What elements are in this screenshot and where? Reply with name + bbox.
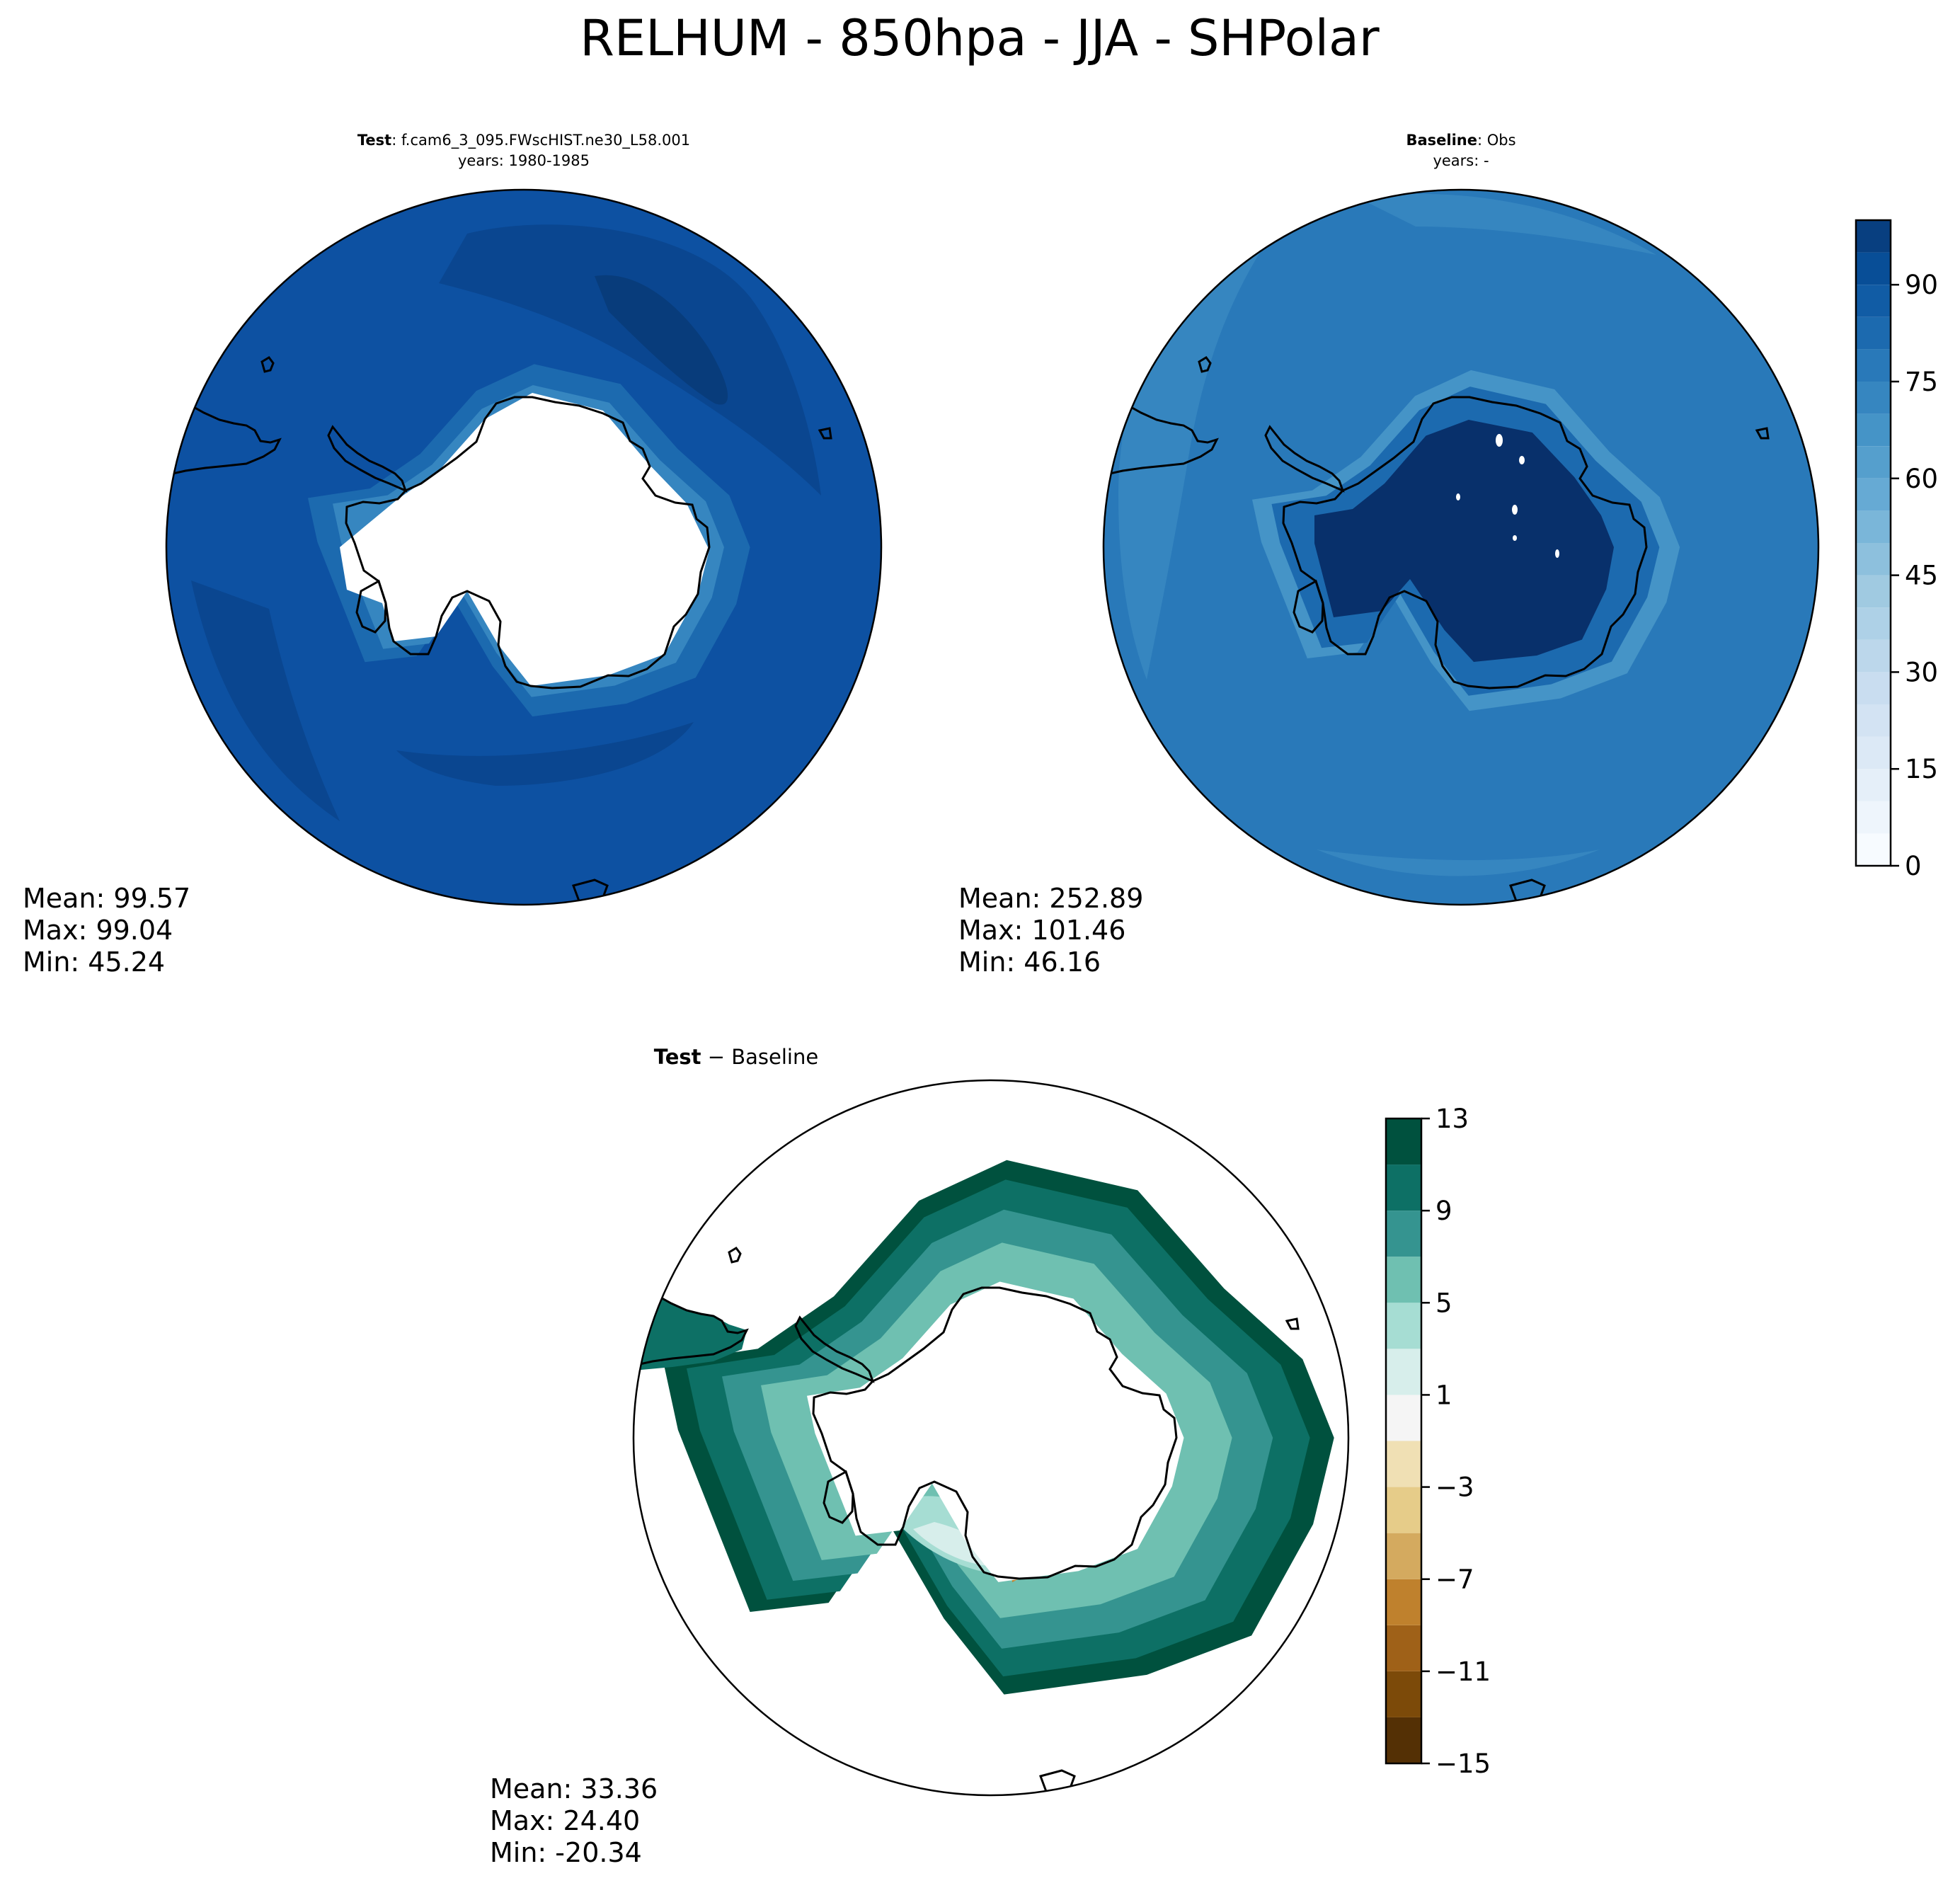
test-peak-humidity-band [595,275,728,405]
main-colorbar-tick-label: 90 [1905,270,1938,300]
test-southwest-band [191,580,340,821]
difference-colorbar-swatch [1386,1211,1421,1257]
main-colorbar-swatch [1856,510,1891,543]
test-stat-max: Max: 99.04 [23,915,173,946]
baseline-stat-mean: Mean: 252.89 [958,883,1143,914]
difference-panel: Test − Baseline Mean: 33.36 Max: 24.40 M… [490,1045,1350,1868]
main-colorbar-swatch [1856,736,1891,769]
main-colorbar-swatch [1856,639,1891,673]
main-colorbar-swatch [1856,575,1891,608]
difference-panel-title: Test − Baseline [654,1045,818,1069]
main-colorbar-swatch [1856,446,1891,479]
test-land-mask [340,393,709,686]
difference-colorbar-border [1385,1117,1423,1765]
difference-colorbar-tick-label: −15 [1435,1749,1491,1779]
main-colorbar-tick-label: 45 [1905,561,1938,591]
baseline-outer-ring-north [1359,193,1656,255]
main-colorbar-tick-label: 75 [1905,367,1938,397]
main-colorbar-tick-label: 30 [1905,657,1938,687]
difference-stat-mean: Mean: 33.36 [490,1773,658,1804]
difference-colorbar-swatch [1386,1303,1421,1349]
difference-colorbar-tick-label: −11 [1435,1657,1491,1687]
baseline-panel: Baseline: Obs years: - [958,132,1820,978]
baseline-interior-specks [1456,434,1559,558]
main-colorbar-swatch [1856,833,1891,866]
difference-colorbar-swatch [1386,1441,1421,1487]
baseline-field [1104,190,1818,905]
main-colorbar-swatch [1856,801,1891,834]
baseline-stat-min: Min: 46.16 [958,946,1101,978]
difference-colorbar-swatch [1386,1487,1421,1533]
main-colorbar-tick-label: 15 [1905,754,1938,784]
difference-colorbar-tick-label: −7 [1435,1564,1474,1595]
baseline-title-rest: : Obs [1477,132,1516,149]
main-colorbar-tick-label: 0 [1905,851,1922,881]
difference-field [634,1160,1334,1795]
difference-colorbar-swatch [1386,1579,1421,1625]
difference-colorbar-swatch [1386,1119,1421,1165]
main-colorbar: 0 15 30 45 60 75 90 [1855,219,1938,881]
baseline-interior-high [1314,420,1614,662]
main-colorbar-swatch [1856,349,1891,382]
baseline-title-bold: Baseline [1406,132,1477,149]
test-panel-title: Test: f.cam6_3_095.FWscHIST.ne30_L58.001 [357,132,690,149]
test-panel: Test: f.cam6_3_095.FWscHIST.ne30_L58.001… [23,132,883,978]
test-title-bold: Test [357,132,391,149]
difference-colorbar-tick-label: 1 [1435,1380,1452,1410]
main-colorbar-swatch [1856,285,1891,317]
main-colorbar-swatch [1856,704,1891,737]
test-stat-min: Min: 45.24 [23,946,165,978]
main-colorbar-swatch [1856,220,1891,253]
main-colorbar-swatch [1856,769,1891,801]
main-colorbar-swatch [1856,413,1891,447]
difference-colorbar-swatch [1386,1395,1421,1441]
main-colorbar-swatch [1856,382,1891,414]
main-colorbar-swatch [1856,607,1891,640]
difference-colorbar-swatch [1386,1165,1421,1211]
difference-map-boundary [632,1079,1350,1797]
baseline-map-boundary [1102,188,1820,906]
difference-land-mask [807,1281,1184,1582]
difference-colorbar-swatch [1386,1349,1421,1395]
difference-colorbar: 13 9 5 1 −3 −7 −11 −15 [1385,1104,1491,1779]
main-colorbar-swatch [1856,316,1891,350]
diff-title-bold: Test [654,1045,701,1069]
baseline-stat-max: Max: 101.46 [958,915,1125,946]
main-colorbar-swatch [1856,543,1891,576]
test-panel-subtitle: years: 1980-1985 [458,152,590,169]
difference-colorbar-swatch [1386,1717,1421,1763]
difference-colorbar-swatch [1386,1257,1421,1303]
difference-colorbar-tick-label: 5 [1435,1288,1452,1318]
test-south-band [396,722,694,786]
main-colorbar-swatch [1856,478,1891,511]
test-high-humidity-band [439,224,821,496]
difference-colorbar-tick-label: 9 [1435,1196,1452,1226]
difference-colorbar-swatch [1386,1671,1421,1717]
difference-colorbar-tick-label: 13 [1435,1104,1469,1134]
test-field [166,190,881,905]
test-title-rest: : f.cam6_3_095.FWscHIST.ne30_L58.001 [391,132,690,149]
test-stat-mean: Mean: 99.57 [23,883,190,914]
test-map-boundary [165,188,883,906]
difference-colorbar-tick-label: −3 [1435,1472,1474,1503]
baseline-outer-ring-south [1317,849,1600,876]
difference-colorbar-swatch [1386,1533,1421,1579]
difference-stat-max: Max: 24.40 [490,1805,640,1836]
difference-stat-min: Min: -20.34 [490,1837,642,1868]
diff-title-rest: − Baseline [701,1045,819,1069]
baseline-panel-subtitle: years: - [1433,152,1489,169]
main-colorbar-border [1855,219,1892,867]
main-colorbar-swatch [1856,672,1891,704]
main-colorbar-swatch [1856,252,1891,285]
figure-title: RELHUM - 850hpa - JJA - SHPolar [580,9,1380,67]
main-colorbar-tick-label: 60 [1905,464,1938,494]
difference-colorbar-swatch [1386,1625,1421,1671]
baseline-panel-title: Baseline: Obs [1406,132,1515,149]
